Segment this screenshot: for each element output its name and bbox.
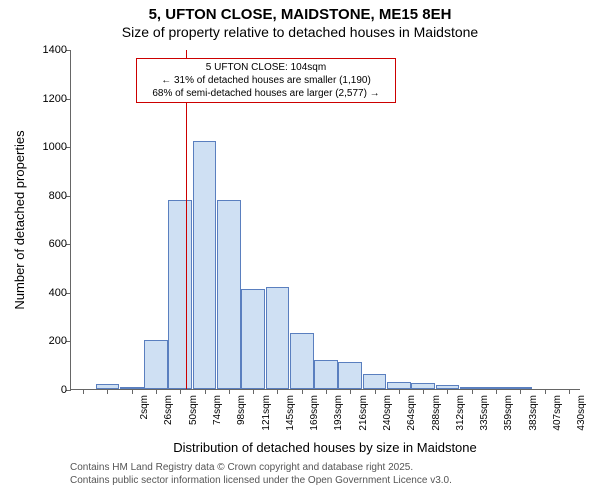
x-tick-label: 359sqm bbox=[503, 395, 514, 455]
y-tick-label: 1000 bbox=[27, 141, 67, 153]
x-tick-mark bbox=[569, 389, 570, 394]
footer-line-2: Contains public sector information licen… bbox=[70, 475, 452, 486]
x-tick-label: 383sqm bbox=[528, 395, 539, 455]
bar bbox=[168, 200, 192, 389]
x-tick-label: 169sqm bbox=[309, 395, 320, 455]
x-tick-mark bbox=[132, 389, 133, 394]
bar bbox=[338, 362, 362, 389]
x-tick-label: 240sqm bbox=[382, 395, 393, 455]
x-tick-mark bbox=[180, 389, 181, 394]
x-tick-mark bbox=[423, 389, 424, 394]
x-tick-label: 407sqm bbox=[552, 395, 563, 455]
x-tick-mark bbox=[205, 389, 206, 394]
y-tick-label: 1400 bbox=[27, 44, 67, 56]
x-tick-label: 216sqm bbox=[358, 395, 369, 455]
annotation-line: 5 UFTON CLOSE: 104sqm bbox=[143, 61, 389, 74]
x-tick-label: 312sqm bbox=[455, 395, 466, 455]
x-tick-mark bbox=[326, 389, 327, 394]
page-title: 5, UFTON CLOSE, MAIDSTONE, ME15 8EH bbox=[0, 6, 600, 23]
plot-area: 5 UFTON CLOSE: 104sqm← 31% of detached h… bbox=[70, 50, 580, 390]
x-tick-mark bbox=[472, 389, 473, 394]
annotation-line: ← 31% of detached houses are smaller (1,… bbox=[143, 74, 389, 87]
x-tick-label: 50sqm bbox=[188, 395, 199, 455]
y-tick-label: 200 bbox=[27, 335, 67, 347]
x-tick-mark bbox=[520, 389, 521, 394]
x-tick-mark bbox=[447, 389, 448, 394]
x-tick-label: 74sqm bbox=[212, 395, 223, 455]
y-axis-label: Number of detached properties bbox=[12, 130, 27, 309]
x-tick-mark bbox=[350, 389, 351, 394]
bar bbox=[387, 382, 411, 389]
x-tick-mark bbox=[545, 389, 546, 394]
x-tick-label: 26sqm bbox=[163, 395, 174, 455]
x-tick-mark bbox=[107, 389, 108, 394]
x-tick-label: 121sqm bbox=[261, 395, 272, 455]
bar bbox=[193, 141, 217, 389]
x-tick-mark bbox=[496, 389, 497, 394]
bar bbox=[266, 287, 290, 389]
bar bbox=[217, 200, 241, 389]
x-tick-mark bbox=[375, 389, 376, 394]
x-tick-label: 264sqm bbox=[406, 395, 417, 455]
bar bbox=[241, 289, 265, 389]
x-tick-label: 335sqm bbox=[479, 395, 490, 455]
bar bbox=[363, 374, 387, 389]
x-tick-mark bbox=[229, 389, 230, 394]
y-tick-label: 0 bbox=[27, 384, 67, 396]
y-tick-label: 1200 bbox=[27, 93, 67, 105]
y-tick-label: 600 bbox=[27, 238, 67, 250]
x-tick-mark bbox=[83, 389, 84, 394]
x-tick-label: 98sqm bbox=[236, 395, 247, 455]
x-tick-mark bbox=[253, 389, 254, 394]
footer-line-1: Contains HM Land Registry data © Crown c… bbox=[70, 462, 413, 473]
annotation-box: 5 UFTON CLOSE: 104sqm← 31% of detached h… bbox=[136, 58, 396, 103]
x-tick-label: 288sqm bbox=[431, 395, 442, 455]
annotation-line: 68% of semi-detached houses are larger (… bbox=[143, 87, 389, 100]
x-tick-label: 2sqm bbox=[139, 395, 150, 455]
y-tick-label: 400 bbox=[27, 287, 67, 299]
x-tick-label: 145sqm bbox=[285, 395, 296, 455]
x-tick-mark bbox=[399, 389, 400, 394]
bar bbox=[314, 360, 338, 389]
page-subtitle: Size of property relative to detached ho… bbox=[0, 24, 600, 40]
bar bbox=[144, 340, 168, 389]
x-tick-mark bbox=[277, 389, 278, 394]
chart-container: 5, UFTON CLOSE, MAIDSTONE, ME15 8EH Size… bbox=[0, 0, 600, 500]
x-tick-label: 193sqm bbox=[333, 395, 344, 455]
x-tick-mark bbox=[156, 389, 157, 394]
x-tick-label: 430sqm bbox=[576, 395, 587, 455]
bar bbox=[290, 333, 314, 389]
y-tick-label: 800 bbox=[27, 190, 67, 202]
x-tick-mark bbox=[302, 389, 303, 394]
